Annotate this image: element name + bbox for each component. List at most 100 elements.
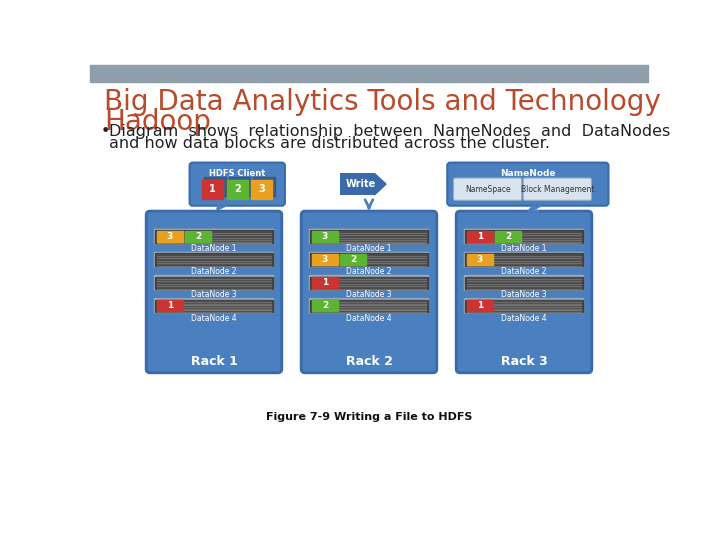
Text: 2: 2 xyxy=(350,255,356,264)
Bar xyxy=(157,256,271,257)
FancyBboxPatch shape xyxy=(189,163,285,206)
Bar xyxy=(312,288,426,289)
Bar xyxy=(312,231,426,232)
Text: Rack 2: Rack 2 xyxy=(346,355,392,368)
FancyBboxPatch shape xyxy=(464,229,584,244)
Bar xyxy=(157,282,271,283)
Bar xyxy=(312,300,426,301)
Text: Diagram  shows  relationship  between  NameNodes  and  DataNodes: Diagram shows relationship between NameN… xyxy=(109,124,670,139)
Bar xyxy=(312,308,426,309)
Bar xyxy=(157,283,271,284)
Bar xyxy=(156,276,272,289)
Bar xyxy=(340,254,366,265)
Text: Big Data Analytics Tools and Technology: Big Data Analytics Tools and Technology xyxy=(104,88,661,116)
Bar xyxy=(157,239,271,240)
FancyBboxPatch shape xyxy=(309,229,429,244)
Bar xyxy=(467,280,581,281)
Bar xyxy=(467,259,581,260)
Bar xyxy=(312,276,426,278)
Text: Write: Write xyxy=(346,179,376,189)
FancyBboxPatch shape xyxy=(456,211,592,373)
Text: DataNode 3: DataNode 3 xyxy=(346,291,392,299)
Bar xyxy=(310,231,428,242)
Bar xyxy=(156,300,272,312)
Bar xyxy=(467,254,581,255)
Bar xyxy=(312,254,338,265)
Bar xyxy=(467,287,581,288)
Bar xyxy=(312,234,426,235)
Bar xyxy=(312,283,426,284)
Text: Hadoop: Hadoop xyxy=(104,108,211,136)
Bar xyxy=(467,260,581,261)
Bar xyxy=(467,238,581,239)
Bar xyxy=(467,307,581,308)
Bar xyxy=(157,231,271,232)
Text: 3: 3 xyxy=(167,232,173,241)
Bar xyxy=(251,180,272,199)
Bar xyxy=(312,232,426,233)
Bar xyxy=(467,285,581,286)
Bar xyxy=(312,237,426,238)
FancyBboxPatch shape xyxy=(301,211,437,373)
Text: 1: 1 xyxy=(210,184,216,194)
Text: •: • xyxy=(101,124,110,139)
Bar xyxy=(157,259,271,260)
Text: DataNode 3: DataNode 3 xyxy=(192,291,237,299)
FancyBboxPatch shape xyxy=(154,229,274,244)
Bar xyxy=(157,265,271,266)
Bar xyxy=(157,284,271,285)
Bar xyxy=(312,285,426,286)
Bar xyxy=(312,302,426,303)
FancyBboxPatch shape xyxy=(146,211,282,373)
Text: DataNode 1: DataNode 1 xyxy=(346,244,392,253)
Bar xyxy=(312,239,426,240)
FancyBboxPatch shape xyxy=(464,298,584,314)
Polygon shape xyxy=(374,173,386,195)
FancyBboxPatch shape xyxy=(464,252,584,267)
Bar xyxy=(312,260,426,261)
Bar xyxy=(495,231,521,242)
Text: 2: 2 xyxy=(195,232,201,241)
Bar xyxy=(312,306,426,307)
Text: 3: 3 xyxy=(258,184,265,194)
Bar xyxy=(467,300,492,311)
Bar xyxy=(467,276,581,278)
Bar xyxy=(467,301,581,302)
Bar xyxy=(467,255,581,256)
Text: NameSpace: NameSpace xyxy=(465,185,510,194)
Bar xyxy=(157,301,271,302)
FancyBboxPatch shape xyxy=(309,275,429,291)
FancyBboxPatch shape xyxy=(154,275,274,291)
Text: 2: 2 xyxy=(322,301,328,310)
Bar xyxy=(312,301,426,302)
FancyBboxPatch shape xyxy=(309,298,429,314)
Text: DataNode 4: DataNode 4 xyxy=(192,314,237,322)
Bar xyxy=(312,287,426,288)
Bar xyxy=(312,256,426,257)
Text: DataNode 4: DataNode 4 xyxy=(346,314,392,322)
Bar xyxy=(467,302,581,303)
Bar xyxy=(312,241,426,242)
Text: HDFS Client: HDFS Client xyxy=(209,168,266,178)
Bar xyxy=(467,231,492,242)
Text: NameNode: NameNode xyxy=(500,168,556,178)
Bar xyxy=(157,237,271,238)
Bar xyxy=(312,235,426,237)
Bar xyxy=(227,180,248,199)
Bar xyxy=(467,305,581,306)
Text: 2: 2 xyxy=(505,232,511,241)
Bar xyxy=(157,305,271,306)
Bar xyxy=(90,65,648,82)
Bar xyxy=(312,284,426,285)
Bar xyxy=(156,253,272,266)
Bar xyxy=(312,231,338,242)
Bar xyxy=(157,279,271,280)
Bar xyxy=(467,264,581,265)
Bar xyxy=(157,302,271,303)
Bar xyxy=(157,234,271,235)
Bar xyxy=(156,231,272,242)
Text: 1: 1 xyxy=(322,278,328,287)
Text: Rack 3: Rack 3 xyxy=(500,355,547,368)
Bar xyxy=(157,240,271,241)
Bar xyxy=(467,278,581,279)
